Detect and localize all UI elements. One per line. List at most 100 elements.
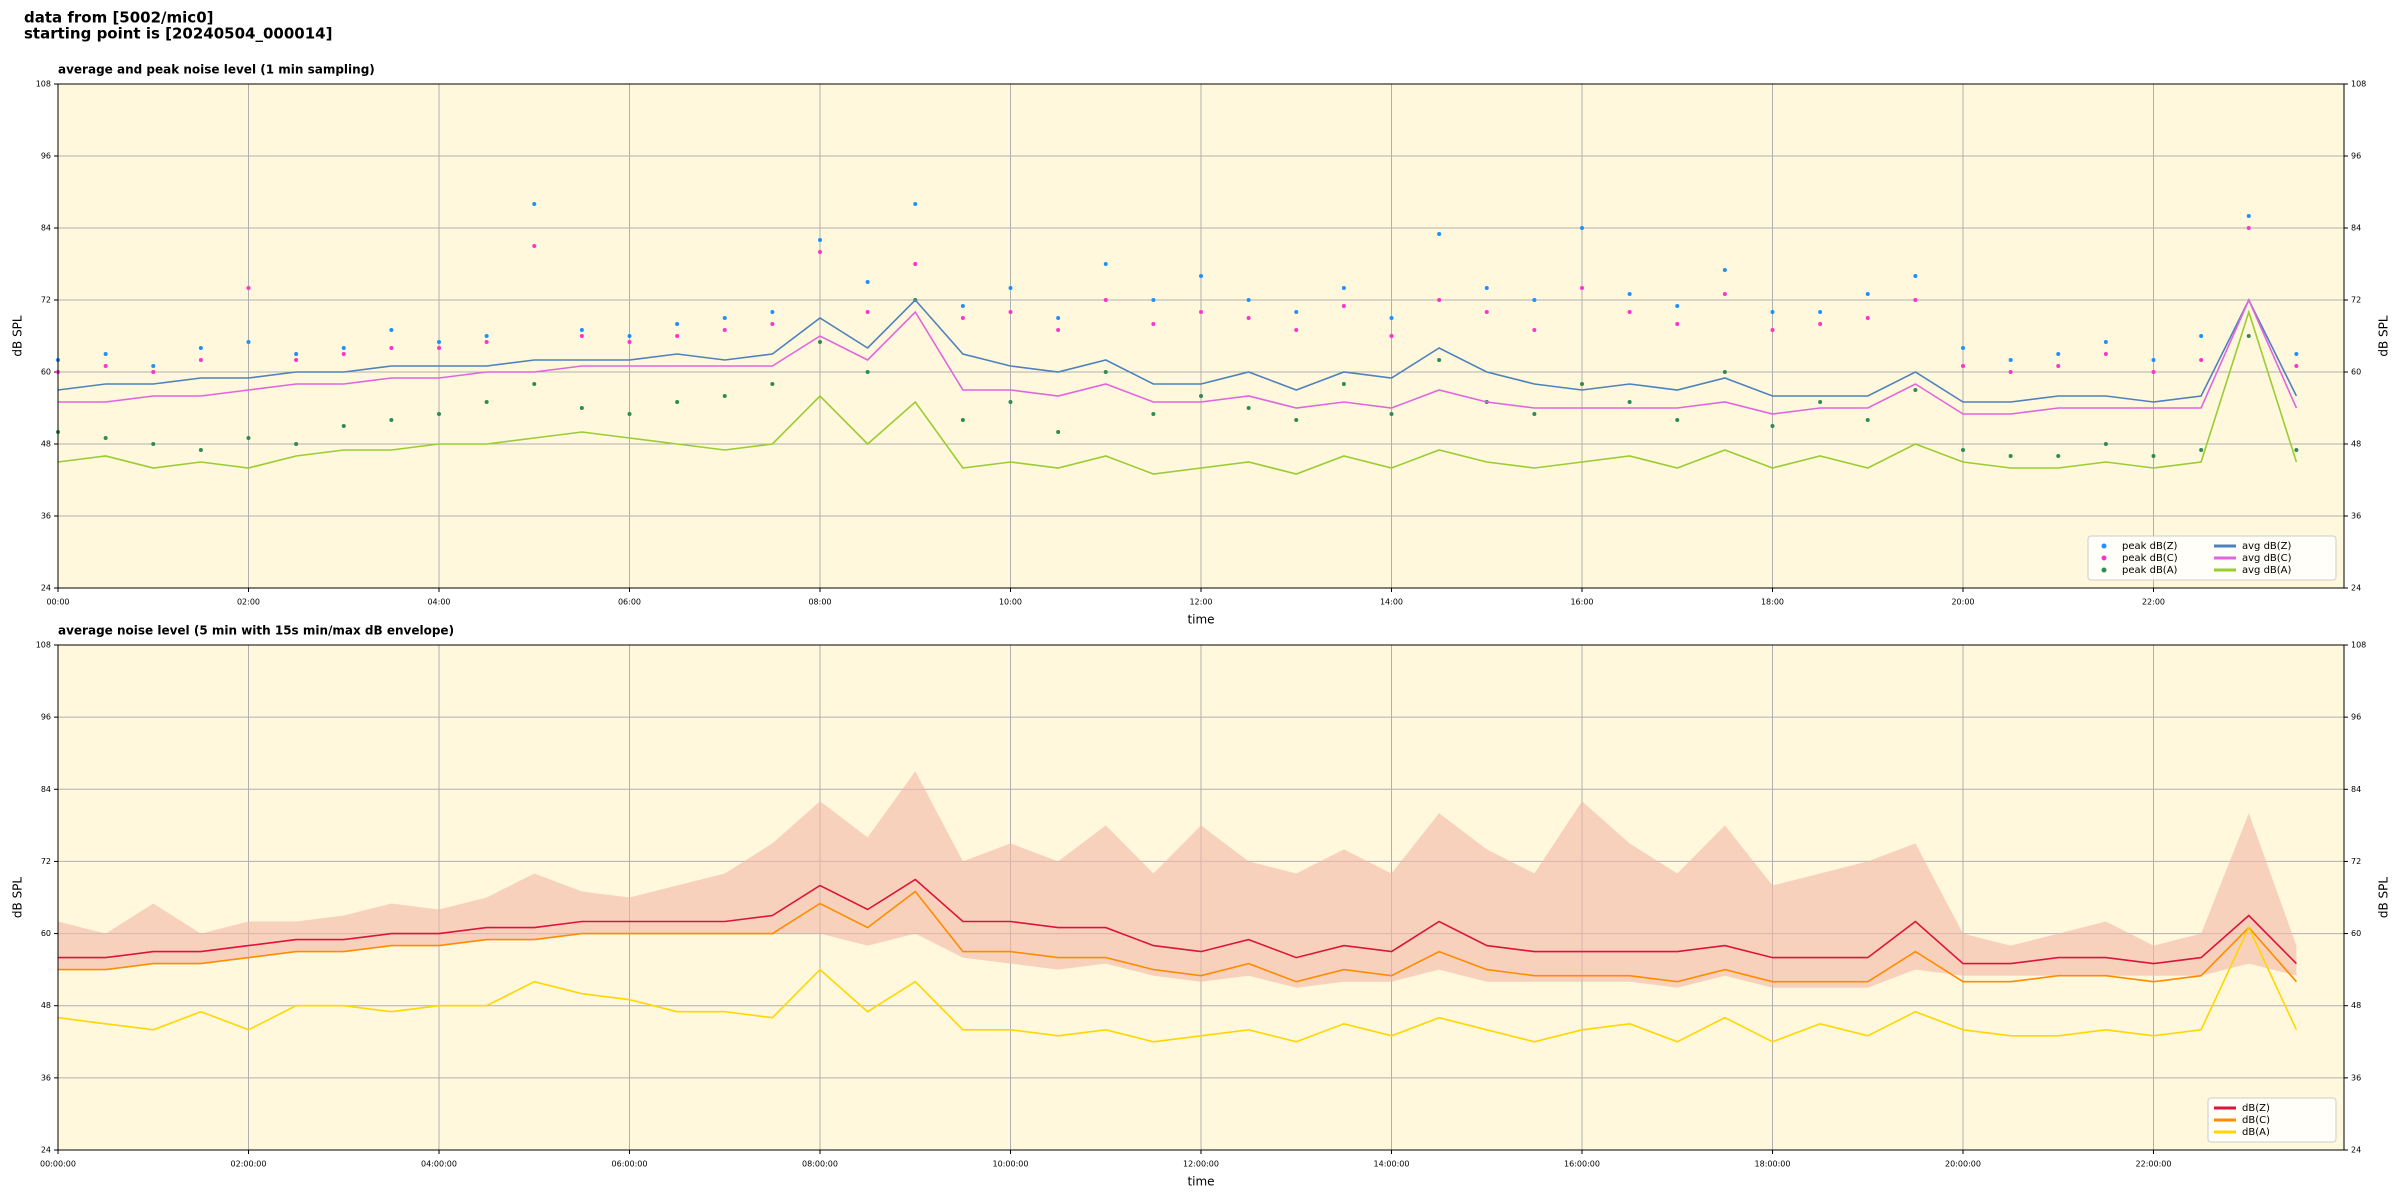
peak-point bbox=[2294, 352, 2299, 356]
peak-point bbox=[2008, 370, 2013, 374]
x-tick-label: 10:00 bbox=[999, 598, 1022, 607]
peak-point bbox=[437, 346, 441, 350]
legend-label: dB(C) bbox=[2242, 1115, 2270, 1126]
peak-point bbox=[818, 250, 822, 254]
y-tick-label: 24 bbox=[2351, 584, 2361, 593]
peak-point bbox=[1865, 316, 1870, 320]
y-tick-label: 96 bbox=[41, 152, 51, 161]
peak-point bbox=[1532, 298, 1537, 302]
peak-point bbox=[2056, 352, 2061, 356]
x-tick-label: 16:00:00 bbox=[1564, 1160, 1600, 1169]
peak-point bbox=[1389, 316, 1394, 320]
peak-point bbox=[579, 334, 584, 338]
y-tick-label: 84 bbox=[2351, 785, 2361, 794]
peak-point bbox=[1484, 286, 1489, 290]
peak-point bbox=[198, 346, 203, 350]
y-tick-label: 72 bbox=[41, 857, 51, 866]
y-tick-label: 72 bbox=[2351, 857, 2361, 866]
x-axis-label: time bbox=[1187, 613, 1214, 627]
peak-point bbox=[722, 394, 727, 398]
peak-point bbox=[2103, 352, 2108, 356]
peak-point bbox=[389, 418, 394, 422]
x-axis-label: time bbox=[1187, 1175, 1214, 1189]
peak-point bbox=[722, 316, 727, 320]
peak-point bbox=[2151, 454, 2156, 458]
peak-point bbox=[627, 340, 632, 344]
peak-point bbox=[1246, 316, 1251, 320]
peak-point bbox=[1913, 274, 1918, 278]
legend-label: avg dB(A) bbox=[2242, 565, 2292, 576]
y-tick-label: 84 bbox=[41, 224, 51, 233]
peak-point bbox=[1675, 304, 1680, 308]
peak-point bbox=[246, 340, 251, 344]
peak-point bbox=[1389, 412, 1394, 416]
y-tick-label: 48 bbox=[41, 440, 51, 449]
y-tick-label: 108 bbox=[2351, 641, 2366, 650]
peak-point bbox=[627, 412, 632, 416]
x-tick-label: 18:00:00 bbox=[1755, 1160, 1791, 1169]
peak-point bbox=[865, 370, 870, 374]
legend bbox=[2207, 1097, 2337, 1143]
peak-point bbox=[675, 334, 680, 338]
x-tick-label: 00:00:00 bbox=[40, 1160, 76, 1169]
legend bbox=[2087, 535, 2337, 581]
peak-point bbox=[770, 310, 775, 314]
x-tick-label: 12:00:00 bbox=[1183, 1160, 1219, 1169]
peak-point bbox=[1246, 298, 1251, 302]
peak-point bbox=[1913, 298, 1918, 302]
series-line bbox=[57, 309, 2298, 475]
y-tick-label: 60 bbox=[41, 368, 51, 377]
y-tick-label: 108 bbox=[36, 641, 51, 650]
peak-point bbox=[2151, 370, 2156, 374]
peak-point bbox=[1865, 292, 1870, 296]
peak-point bbox=[1199, 310, 1203, 314]
x-tick-label: 18:00 bbox=[1761, 598, 1784, 607]
y-tick-label: 84 bbox=[41, 785, 51, 794]
peak-point bbox=[532, 382, 537, 386]
peak-point bbox=[294, 442, 299, 446]
y-tick-label: 36 bbox=[41, 512, 51, 521]
peak-point bbox=[246, 436, 251, 440]
legend-label: dB(A) bbox=[2242, 1127, 2270, 1138]
peak-point bbox=[437, 412, 441, 416]
x-tick-label: 14:00 bbox=[1380, 598, 1403, 607]
peak-point bbox=[1437, 358, 1442, 362]
y-tick-label: 48 bbox=[41, 1001, 51, 1010]
x-tick-label: 08:00 bbox=[808, 598, 831, 607]
peak-point bbox=[1675, 322, 1680, 326]
peak-point bbox=[103, 436, 108, 440]
y-tick-label: 108 bbox=[36, 80, 51, 89]
legend-label: avg dB(Z) bbox=[2242, 541, 2292, 552]
peak-point bbox=[1865, 418, 1870, 422]
x-tick-label: 08:00:00 bbox=[802, 1160, 838, 1169]
plot-frame bbox=[57, 644, 2345, 1151]
y-axis-label: dB SPL bbox=[11, 877, 25, 919]
peak-point bbox=[1484, 310, 1489, 314]
header-line: data from [5002/mic0] bbox=[24, 9, 214, 27]
peak-point bbox=[151, 370, 156, 374]
peak-point bbox=[1246, 406, 1251, 410]
peak-point bbox=[1199, 274, 1203, 278]
peak-point bbox=[151, 442, 156, 446]
peak-point bbox=[2103, 442, 2108, 446]
peak-point bbox=[2246, 226, 2251, 230]
peak-point bbox=[484, 334, 489, 338]
peak-point bbox=[103, 364, 108, 368]
peak-point bbox=[1056, 430, 1061, 434]
peak-point bbox=[1341, 286, 1346, 290]
y-tick-label: 24 bbox=[41, 1146, 51, 1155]
peak-point bbox=[484, 400, 489, 404]
peak-point bbox=[1008, 310, 1013, 314]
peak-point bbox=[2246, 334, 2251, 338]
peak-point bbox=[1294, 310, 1299, 314]
x-tick-label: 12:00 bbox=[1189, 598, 1212, 607]
peak-point bbox=[2008, 358, 2013, 362]
chart-title: average noise level (5 min with 15s min/… bbox=[58, 624, 454, 638]
y-tick-label: 36 bbox=[2351, 1073, 2361, 1082]
chart-title: average and peak noise level (1 min samp… bbox=[58, 63, 375, 77]
x-tick-label: 16:00 bbox=[1570, 598, 1593, 607]
peak-point bbox=[2246, 214, 2251, 218]
peak-point bbox=[2103, 340, 2108, 344]
y-tick-label: 96 bbox=[41, 713, 51, 722]
peak-point bbox=[2199, 448, 2204, 452]
